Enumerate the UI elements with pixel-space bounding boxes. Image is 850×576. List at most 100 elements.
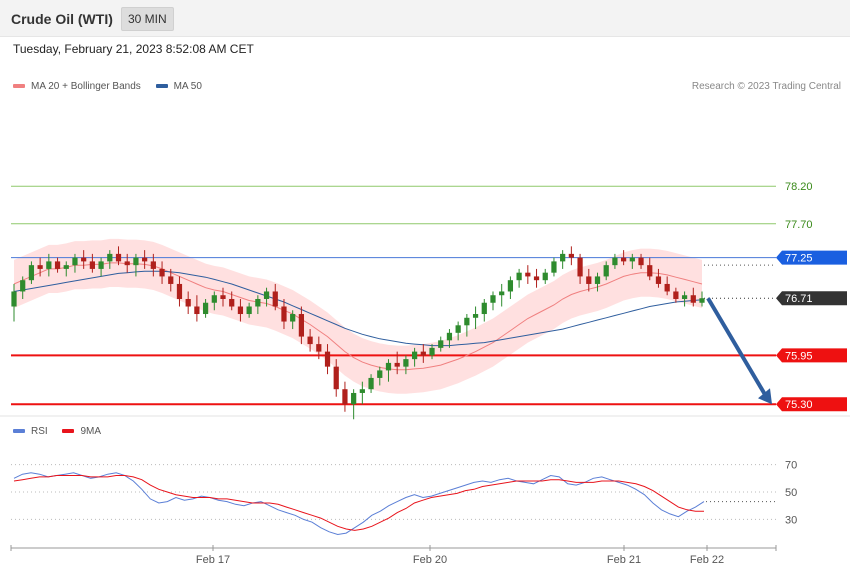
candle-body	[11, 291, 17, 307]
candle-body	[324, 351, 331, 367]
candle-body	[89, 261, 95, 269]
candle-body	[124, 261, 130, 266]
rsi-tick-label: 30	[785, 514, 797, 526]
candle-body	[560, 253, 566, 262]
candle-body	[699, 298, 705, 303]
candle-body	[342, 389, 348, 405]
rsi-tick-label: 50	[785, 487, 797, 499]
candle-body	[281, 306, 287, 322]
candle-body	[568, 253, 574, 258]
level-label: 75.95	[785, 350, 813, 362]
candle-body	[690, 295, 696, 303]
rsi-ma-legend-label: 9MA	[80, 426, 102, 437]
candle-body	[655, 276, 662, 284]
candle-body	[446, 332, 453, 341]
x-tick-label: Feb 22	[690, 554, 724, 566]
level-label: 78.20	[785, 181, 813, 193]
candle-body	[647, 265, 653, 277]
rsi-swatch	[13, 429, 25, 434]
candle-body	[290, 314, 296, 322]
candle-body	[194, 306, 200, 315]
candle-body	[603, 265, 609, 277]
candle-body	[81, 257, 87, 262]
candle-body	[54, 261, 61, 269]
candle-body	[411, 351, 418, 360]
candle-body	[63, 265, 69, 269]
candle-body	[368, 377, 374, 390]
level-tag-pivot	[776, 250, 847, 265]
candle-body	[142, 257, 148, 262]
timestamp: Tuesday, February 21, 2023 8:52:08 AM CE…	[13, 42, 254, 56]
bollinger-band	[14, 238, 702, 394]
candle-body	[621, 257, 627, 262]
candle-body	[385, 362, 392, 371]
level-label: 75.30	[785, 399, 813, 411]
forecast-arrow-head	[758, 388, 772, 405]
candle-body	[481, 302, 487, 315]
candle-body	[359, 389, 365, 393]
candle-body	[507, 280, 514, 292]
candle-body	[150, 261, 156, 269]
candle-body	[46, 261, 52, 269]
candle-body	[202, 302, 209, 315]
price-legend: MA 20 + Bollinger Bands MA 50	[13, 81, 202, 92]
credit-text: Research © 2023 Trading Central	[691, 81, 841, 92]
candle-body	[211, 295, 217, 303]
candle-body	[612, 257, 618, 266]
candle-body	[333, 366, 339, 390]
candle-body	[516, 272, 522, 281]
candle-body	[28, 265, 35, 281]
level-tag-support	[776, 397, 847, 412]
candle-body	[542, 272, 548, 281]
rsi-ma-swatch	[62, 429, 75, 434]
candle-body	[107, 253, 113, 262]
candle-body	[220, 295, 226, 299]
rsi-tick-label: 70	[785, 460, 797, 472]
candle-body	[237, 306, 244, 315]
candle-body	[664, 283, 670, 292]
candle-body	[351, 392, 357, 405]
rsi-panel: 70 50 30 Feb 17 Feb 20 Feb 21 Feb 22	[10, 460, 797, 566]
ma20-swatch	[13, 84, 25, 89]
price-panel: 78.20 77.70 77.25 76.71 75.95 75.30	[11, 181, 847, 420]
candle-body	[394, 362, 400, 367]
timeframe-button[interactable]: 30 MIN	[121, 7, 174, 31]
rsi-ma-line	[13, 475, 704, 531]
candle-body	[594, 276, 601, 284]
candle-body	[263, 291, 270, 299]
candle-body	[464, 317, 470, 326]
rsi-legend: RSI 9MA	[13, 426, 101, 437]
ma50-line	[13, 270, 703, 347]
candle-body	[133, 257, 139, 266]
forecast-arrow	[706, 297, 768, 398]
candle-body	[533, 276, 540, 281]
candle-body	[429, 347, 435, 356]
ma50-legend-label: MA 50	[173, 81, 202, 92]
candle-body	[159, 268, 165, 277]
candle-body	[577, 257, 583, 277]
candle-body	[673, 291, 679, 299]
candle-body	[229, 298, 235, 307]
rsi-line	[13, 472, 705, 536]
candle-body	[420, 351, 426, 356]
candle-body	[20, 280, 26, 292]
level-tag-last	[776, 291, 847, 306]
candle-body	[316, 344, 322, 352]
candle-body	[551, 261, 557, 273]
candle-body	[472, 314, 479, 318]
level-label: 77.70	[785, 219, 813, 231]
candle-body	[525, 272, 531, 277]
candle-body	[185, 298, 191, 307]
candle-body	[307, 336, 313, 345]
candle-body	[403, 359, 409, 367]
rsi-legend-label: RSI	[31, 426, 48, 437]
x-tick-label: Feb 17	[196, 554, 230, 566]
candle-body	[72, 257, 78, 266]
candle-body	[681, 295, 688, 299]
candle-body	[638, 257, 644, 266]
x-tick-label: Feb 20	[413, 554, 447, 566]
x-tick-label: Feb 21	[607, 554, 641, 566]
ma20-legend-label: MA 20 + Bollinger Bands	[31, 81, 141, 92]
candle-body	[298, 314, 305, 337]
